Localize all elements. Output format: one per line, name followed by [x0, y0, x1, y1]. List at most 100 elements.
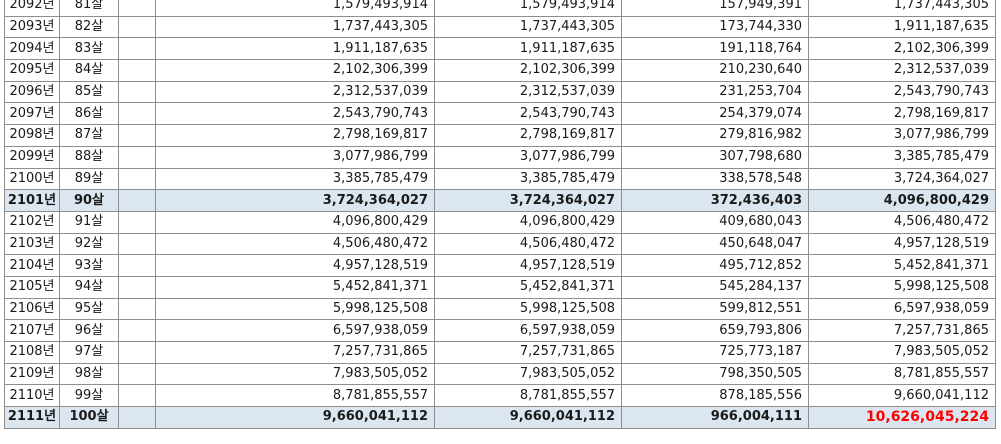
age-cell[interactable]: 87살: [59, 124, 119, 147]
value-cell-4[interactable]: 2,312,537,039: [808, 59, 996, 82]
value-cell-1[interactable]: 3,077,986,799: [155, 145, 435, 169]
value-cell-1[interactable]: 6,597,938,059: [155, 319, 435, 342]
blank-cell[interactable]: [118, 167, 156, 191]
value-cell-4[interactable]: 5,452,841,371: [808, 254, 996, 277]
value-cell-4[interactable]: 4,506,480,472: [808, 210, 996, 234]
value-cell-3[interactable]: 307,798,680: [621, 145, 809, 169]
year-cell[interactable]: 2106년: [4, 297, 60, 321]
value-cell-2[interactable]: 2,798,169,817: [434, 124, 622, 147]
age-cell[interactable]: 93살: [59, 254, 119, 277]
value-cell-3[interactable]: 545,284,137: [621, 275, 809, 299]
year-cell[interactable]: 2094년: [4, 37, 60, 61]
value-cell-4[interactable]: 6,597,938,059: [808, 297, 996, 321]
value-cell-2[interactable]: 2,543,790,743: [434, 102, 622, 126]
value-cell-3[interactable]: 157,949,391: [621, 0, 809, 17]
value-cell-2[interactable]: 5,452,841,371: [434, 275, 622, 299]
value-cell-1[interactable]: 4,506,480,472: [155, 232, 435, 256]
year-cell[interactable]: 2092년: [4, 0, 60, 17]
value-cell-3[interactable]: 878,185,556: [621, 384, 809, 408]
age-cell[interactable]: 96살: [59, 319, 119, 342]
value-cell-4[interactable]: 3,724,364,027: [808, 167, 996, 191]
value-cell-3[interactable]: 254,379,074: [621, 102, 809, 126]
value-cell-1[interactable]: 2,798,169,817: [155, 124, 435, 147]
value-cell-2[interactable]: 9,660,041,112: [434, 406, 622, 429]
value-cell-3[interactable]: 966,004,111: [621, 406, 809, 429]
value-cell-1[interactable]: 7,257,731,865: [155, 341, 435, 364]
value-cell-2[interactable]: 4,957,128,519: [434, 254, 622, 277]
value-cell-4[interactable]: 2,102,306,399: [808, 37, 996, 61]
value-cell-4[interactable]: 1,911,187,635: [808, 15, 996, 39]
age-cell[interactable]: 94살: [59, 275, 119, 299]
value-cell-4[interactable]: 5,998,125,508: [808, 275, 996, 299]
blank-cell[interactable]: [118, 15, 156, 39]
age-cell[interactable]: 98살: [59, 362, 119, 386]
value-cell-3[interactable]: 279,816,982: [621, 124, 809, 147]
value-cell-2[interactable]: 7,983,505,052: [434, 362, 622, 386]
value-cell-1[interactable]: 7,983,505,052: [155, 362, 435, 386]
value-cell-3[interactable]: 725,773,187: [621, 341, 809, 364]
value-cell-3[interactable]: 599,812,551: [621, 297, 809, 321]
value-cell-2[interactable]: 5,998,125,508: [434, 297, 622, 321]
age-cell[interactable]: 91살: [59, 210, 119, 234]
value-cell-2[interactable]: 2,102,306,399: [434, 59, 622, 82]
value-cell-3[interactable]: 191,118,764: [621, 37, 809, 61]
value-cell-1[interactable]: 8,781,855,557: [155, 384, 435, 408]
blank-cell[interactable]: [118, 341, 156, 364]
age-cell[interactable]: 89살: [59, 167, 119, 191]
value-cell-4[interactable]: 2,543,790,743: [808, 80, 996, 104]
year-cell[interactable]: 2096년: [4, 80, 60, 104]
blank-cell[interactable]: [118, 124, 156, 147]
age-cell[interactable]: 86살: [59, 102, 119, 126]
age-cell[interactable]: 97살: [59, 341, 119, 364]
value-cell-1[interactable]: 4,096,800,429: [155, 210, 435, 234]
year-cell[interactable]: 2109년: [4, 362, 60, 386]
value-cell-2[interactable]: 1,737,443,305: [434, 15, 622, 39]
blank-cell[interactable]: [118, 232, 156, 256]
value-cell-1[interactable]: 3,724,364,027: [155, 189, 435, 212]
value-cell-4[interactable]: 1,737,443,305: [808, 0, 996, 17]
value-cell-2[interactable]: 3,724,364,027: [434, 189, 622, 212]
age-cell[interactable]: 90살: [59, 189, 119, 212]
value-cell-4[interactable]: 3,385,785,479: [808, 145, 996, 169]
year-cell[interactable]: 2102년: [4, 210, 60, 234]
value-cell-1[interactable]: 5,452,841,371: [155, 275, 435, 299]
value-cell-3[interactable]: 798,350,505: [621, 362, 809, 386]
blank-cell[interactable]: [118, 254, 156, 277]
value-cell-3[interactable]: 450,648,047: [621, 232, 809, 256]
blank-cell[interactable]: [118, 80, 156, 104]
blank-cell[interactable]: [118, 59, 156, 82]
value-cell-1[interactable]: 2,312,537,039: [155, 80, 435, 104]
year-cell[interactable]: 2100년: [4, 167, 60, 191]
blank-cell[interactable]: [118, 275, 156, 299]
value-cell-3[interactable]: 210,230,640: [621, 59, 809, 82]
value-cell-2[interactable]: 1,911,187,635: [434, 37, 622, 61]
value-cell-3[interactable]: 231,253,704: [621, 80, 809, 104]
value-cell-2[interactable]: 8,781,855,557: [434, 384, 622, 408]
value-cell-1[interactable]: 1,579,493,914: [155, 0, 435, 17]
blank-cell[interactable]: [118, 0, 156, 17]
age-cell[interactable]: 92살: [59, 232, 119, 256]
value-cell-3[interactable]: 338,578,548: [621, 167, 809, 191]
value-cell-2[interactable]: 7,257,731,865: [434, 341, 622, 364]
value-cell-4[interactable]: 9,660,041,112: [808, 384, 996, 408]
age-cell[interactable]: 83살: [59, 37, 119, 61]
value-cell-3[interactable]: 659,793,806: [621, 319, 809, 342]
value-cell-3[interactable]: 372,436,403: [621, 189, 809, 212]
blank-cell[interactable]: [118, 406, 156, 429]
year-cell[interactable]: 2097년: [4, 102, 60, 126]
year-cell[interactable]: 2095년: [4, 59, 60, 82]
age-cell[interactable]: 88살: [59, 145, 119, 169]
value-cell-1[interactable]: 9,660,041,112: [155, 406, 435, 429]
age-cell[interactable]: 81살: [59, 0, 119, 17]
age-cell[interactable]: 99살: [59, 384, 119, 408]
value-cell-2[interactable]: 2,312,537,039: [434, 80, 622, 104]
value-cell-4[interactable]: 10,626,045,224: [808, 406, 996, 429]
year-cell[interactable]: 2108년: [4, 341, 60, 364]
age-cell[interactable]: 100살: [59, 406, 119, 429]
age-cell[interactable]: 82살: [59, 15, 119, 39]
value-cell-2[interactable]: 3,077,986,799: [434, 145, 622, 169]
value-cell-1[interactable]: 1,911,187,635: [155, 37, 435, 61]
age-cell[interactable]: 85살: [59, 80, 119, 104]
value-cell-1[interactable]: 5,998,125,508: [155, 297, 435, 321]
blank-cell[interactable]: [118, 384, 156, 408]
